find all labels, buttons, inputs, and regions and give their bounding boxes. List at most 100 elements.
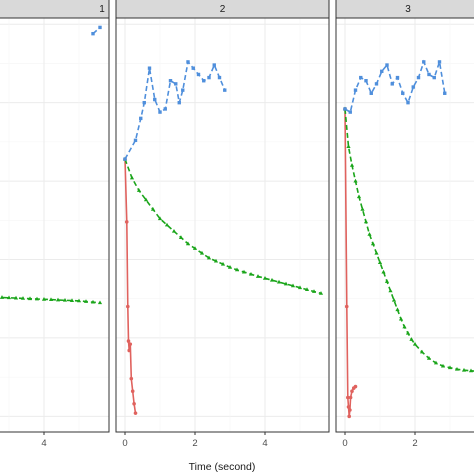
point-marker [406,100,410,105]
point-marker [353,88,358,92]
point-marker [158,110,162,114]
point-marker [97,300,103,305]
point-marker [461,367,467,372]
point-marker [181,88,185,92]
point-marker [388,288,393,293]
point-marker [163,107,167,111]
point-marker [128,342,133,346]
point-marker [91,31,95,36]
point-marker [207,75,211,80]
point-marker [348,408,352,412]
point-marker [346,144,351,148]
point-marker [384,279,390,283]
grid-lines [336,18,474,432]
point-marker [262,276,268,280]
point-marker [422,60,426,64]
point-marker [419,349,425,354]
point-marker [349,163,355,167]
point-marker [395,75,400,80]
point-marker [136,188,142,192]
point-marker [290,283,296,288]
point-marker [443,91,447,95]
x-tick-label: 2 [192,438,197,449]
point-marker [196,72,201,77]
point-marker [364,79,368,83]
point-marker [168,79,173,83]
point-marker [447,365,453,370]
point-marker [69,298,75,302]
point-marker [142,100,146,105]
point-marker [367,232,372,236]
x-tick-label: 2 [412,438,417,449]
facet-strip [0,0,110,19]
point-marker [6,295,12,300]
point-marker [356,194,362,199]
point-marker [164,222,170,227]
point-marker [346,395,350,400]
point-marker [157,216,163,221]
point-marker [227,265,233,269]
point-marker [217,75,222,80]
point-marker [126,339,131,343]
point-marker [359,75,363,80]
point-marker [412,341,418,346]
point-marker [377,260,383,265]
point-marker [90,299,96,304]
series-group [0,25,103,305]
facet-panel-2: 20 2 4 [115,0,330,449]
point-marker [374,250,379,255]
point-marker [83,299,89,303]
panel-background [335,17,474,433]
point-marker [440,363,446,368]
series-line-1 [0,296,101,304]
point-marker [283,281,289,286]
point-marker [213,258,219,263]
point-marker [269,277,275,282]
point-marker [380,69,384,74]
point-marker [348,395,353,400]
point-marker [343,107,347,111]
point-marker [297,285,303,290]
point-marker [381,269,386,274]
point-marker [123,157,127,161]
point-marker [391,297,397,302]
point-marker [27,296,33,301]
panel-background [115,17,330,433]
series-group [342,59,474,419]
point-marker [143,197,149,202]
x-tick-label: 4 [41,438,46,449]
point-marker [304,287,310,292]
point-marker [48,297,54,302]
point-marker [426,355,432,360]
point-marker [395,307,400,312]
point-marker [202,79,206,83]
point-marker [129,175,135,180]
point-marker [360,207,365,211]
point-marker [454,366,460,371]
facet-strip [115,0,330,19]
point-marker [191,66,195,70]
facet-strip-label: 1 [99,4,105,15]
point-marker [348,110,352,114]
series-line-0 [124,159,137,414]
point-marker [185,241,191,246]
facet-strip-label: 2 [220,4,226,15]
point-marker [129,376,134,381]
point-marker [186,60,190,64]
point-marker [433,360,439,365]
point-marker [132,401,136,406]
series-group [122,60,324,415]
point-marker [409,337,414,341]
point-marker [276,279,282,284]
point-marker [34,296,40,301]
point-marker [248,271,254,276]
point-marker [62,297,68,302]
x-tick-label: 4 [262,438,267,449]
point-marker [468,368,474,373]
x-tick-label: 0 [342,438,347,449]
point-marker [178,235,184,239]
point-marker [147,66,152,70]
point-marker [13,295,19,300]
